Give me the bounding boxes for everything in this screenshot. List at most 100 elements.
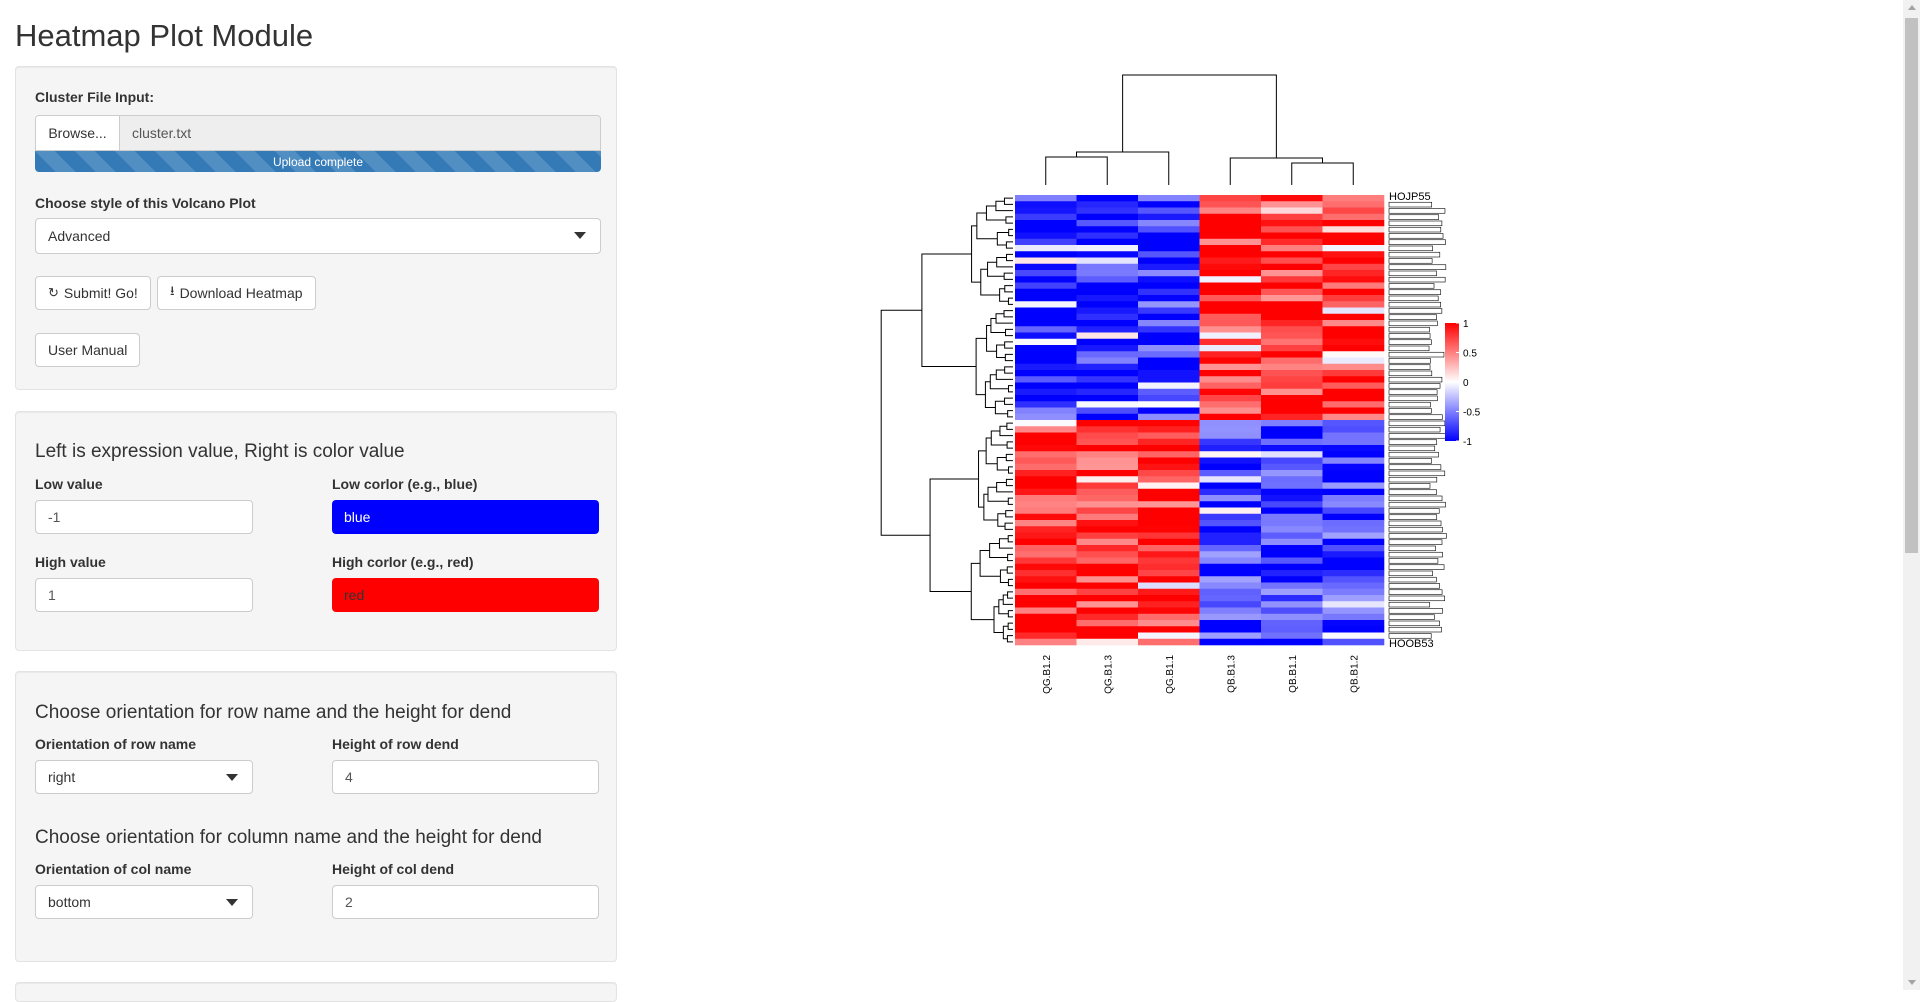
heatmap-cell (1138, 426, 1200, 433)
submit-button[interactable]: ↻ Submit! Go! (35, 276, 151, 310)
column-label: QG.B1.1 (1165, 655, 1176, 694)
row-label-glyph (1388, 545, 1436, 552)
heatmap-cell (1261, 251, 1323, 258)
style-select[interactable]: Advanced (35, 218, 601, 254)
column-dendrogram-branch (1229, 157, 1323, 185)
heatmap-cell (1261, 382, 1323, 390)
row-dendrogram-branch (1007, 622, 1013, 630)
heatmap-cell (1322, 270, 1385, 277)
row-orient-select[interactable]: right (35, 760, 253, 794)
row-label-glyph (1388, 564, 1445, 570)
legend-tick-label: -0.5 (1463, 408, 1481, 419)
heatmap-cell (1199, 238, 1262, 246)
row-label-glyph (1388, 458, 1432, 464)
heatmap-cell (1138, 563, 1200, 571)
heatmap-cell (1261, 570, 1323, 577)
heatmap-cell (1138, 595, 1200, 602)
scroll-up-icon[interactable] (1908, 5, 1916, 10)
heatmap-cell (1138, 363, 1200, 371)
heatmap-cell (1076, 363, 1139, 371)
row-dendrogram-branch (994, 400, 1008, 415)
heatmap-cell (1015, 207, 1077, 215)
heatmap-cell (1138, 413, 1200, 421)
heatmap-cell (1138, 520, 1200, 527)
user-manual-button[interactable]: User Manual (35, 333, 141, 367)
heatmap-cell (1138, 607, 1200, 615)
heatmap-cell (1138, 313, 1200, 321)
high-value-input[interactable]: 1 (35, 578, 253, 612)
row-label-glyph (1388, 208, 1446, 214)
heatmap-cell (1261, 345, 1323, 352)
column-dendrogram-branch (1045, 156, 1108, 185)
heatmap-cell (1261, 301, 1323, 308)
download-heatmap-button[interactable]: ⭳ Download Heatmap (157, 276, 316, 310)
row-dendrogram-branch (1005, 510, 1013, 518)
heatmap-cell (1322, 245, 1385, 252)
heatmap-cell (1261, 388, 1323, 396)
heatmap-cell (1322, 407, 1385, 415)
col-orient-select[interactable]: bottom (35, 885, 253, 919)
heatmap-cell (1261, 288, 1323, 296)
heatmap-cell (1138, 382, 1200, 390)
heatmap-cell (1015, 526, 1077, 533)
row-label-glyph (1388, 489, 1437, 495)
heatmap-cell (1076, 226, 1139, 233)
file-input-group: Browse... cluster.txt (35, 115, 601, 151)
heatmap-cell (1199, 495, 1262, 502)
row-dendrogram-branch (996, 344, 1006, 358)
heatmap-cell (1261, 201, 1323, 208)
heatmap-cell (1015, 476, 1077, 483)
heatmap-cell (1199, 326, 1262, 333)
heatmap-cell (1015, 501, 1077, 508)
scroll-down-icon[interactable] (1908, 980, 1916, 985)
browse-button[interactable]: Browse... (36, 116, 120, 150)
heatmap-cell (1138, 588, 1200, 596)
heatmap-cell (1199, 382, 1262, 390)
row-label-glyph (1388, 345, 1430, 352)
heatmap-cell (1322, 582, 1385, 590)
row-dendrogram-branch (989, 374, 1009, 390)
low-value-input[interactable]: -1 (35, 500, 253, 534)
row-dendrogram-branch (880, 309, 931, 536)
heatmap-cell (1322, 251, 1385, 258)
row-orientation-heading: Choose orientation for row name and the … (35, 702, 512, 723)
heatmap-cell (1261, 538, 1323, 546)
heatmap-cell (1015, 576, 1077, 583)
heatmap-cell (1015, 257, 1077, 265)
row-label-glyph (1388, 214, 1440, 220)
heatmap-cell (1076, 595, 1139, 602)
heatmap-cell (1138, 245, 1200, 252)
heatmap-cell (1076, 232, 1139, 240)
row-label-glyph (1388, 245, 1433, 252)
heatmap-cell (1015, 345, 1077, 352)
row-dend-input[interactable]: 4 (332, 760, 599, 794)
heatmap-cell (1322, 520, 1385, 527)
row-dendrogram-branch (1006, 635, 1013, 643)
heatmap-cell (1261, 338, 1323, 346)
row-label-glyph (1388, 401, 1431, 408)
heatmap-cell (1322, 382, 1385, 390)
next-panel (15, 982, 617, 1002)
row-dendrogram-branch (1006, 566, 1013, 574)
heatmap-cell (1138, 345, 1200, 352)
heatmap-cell (1199, 632, 1262, 640)
heatmap-cell (1015, 213, 1077, 221)
heatmap-cell (1322, 426, 1385, 433)
col-orient-label: Orientation of col name (35, 861, 192, 877)
low-color-input[interactable]: blue (332, 500, 599, 534)
page-scrollbar[interactable] (1903, 0, 1920, 990)
heatmap-cell (1199, 595, 1262, 602)
row-dendrogram-branch (1006, 422, 1013, 430)
heatmap-cell (1199, 576, 1262, 583)
heatmap-cell (1138, 438, 1200, 446)
heatmap-cell (1076, 545, 1139, 552)
heatmap-cell (1261, 532, 1323, 540)
heatmap-cell (1076, 576, 1139, 583)
heatmap-cell (1322, 588, 1385, 596)
row-dendrogram-branch (983, 493, 998, 521)
row-label-glyph (1388, 445, 1436, 452)
high-color-input[interactable]: red (332, 578, 599, 612)
heatmap-cell (1199, 201, 1262, 208)
scrollbar-thumb[interactable] (1905, 18, 1918, 553)
col-dend-input[interactable]: 2 (332, 885, 599, 919)
